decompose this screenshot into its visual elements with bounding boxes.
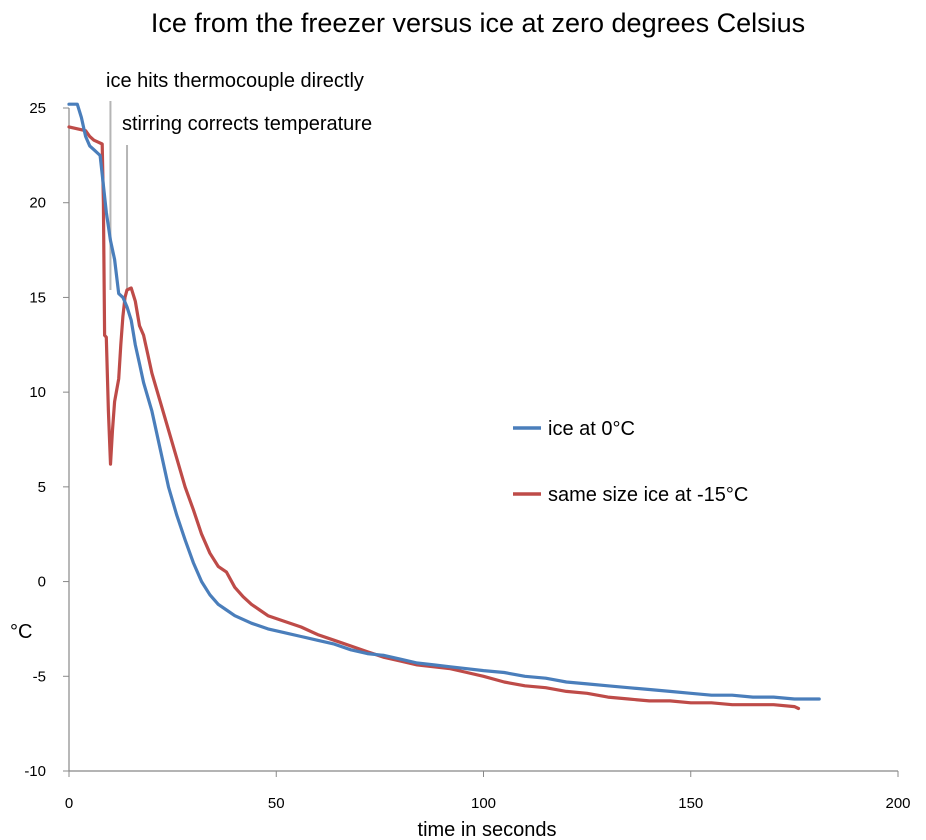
annotation-label: stirring corrects temperature [122, 113, 372, 135]
x-tick-label: 50 [268, 795, 285, 812]
y-tick-label: 10 [29, 384, 46, 401]
legend-label: ice at 0°C [548, 418, 635, 440]
x-tick-label: 200 [885, 795, 910, 812]
annotation-label: ice hits thermocouple directly [106, 70, 364, 92]
annotations: ice hits thermocouple directly stirring c… [106, 70, 372, 290]
x-axis-label: time in seconds [418, 819, 557, 840]
x-tick-label: 0 [65, 795, 73, 812]
x-ticks: 0 50 100 150 200 [65, 771, 911, 812]
chart-title: Ice from the freezer versus ice at zero … [151, 8, 805, 38]
y-tick-label: -5 [33, 668, 46, 685]
y-tick-label: 0 [38, 574, 46, 591]
x-tick-label: 150 [678, 795, 703, 812]
y-tick-label: 25 [29, 100, 46, 117]
series-line [67, 102, 821, 701]
y-tick-label: 20 [29, 195, 46, 212]
y-axis-label: °C [10, 621, 32, 643]
series-line [67, 125, 801, 711]
y-tick-label: 15 [29, 289, 46, 306]
y-tick-label: 5 [38, 479, 46, 496]
x-tick-label: 100 [471, 795, 496, 812]
legend: ice at 0°C same size ice at -15°C [513, 418, 748, 506]
legend-label: same size ice at -15°C [548, 484, 748, 506]
series-lines [67, 102, 821, 711]
y-ticks: -10 -5 0 5 10 15 20 25 [24, 100, 69, 780]
y-tick-label: -10 [24, 763, 46, 780]
